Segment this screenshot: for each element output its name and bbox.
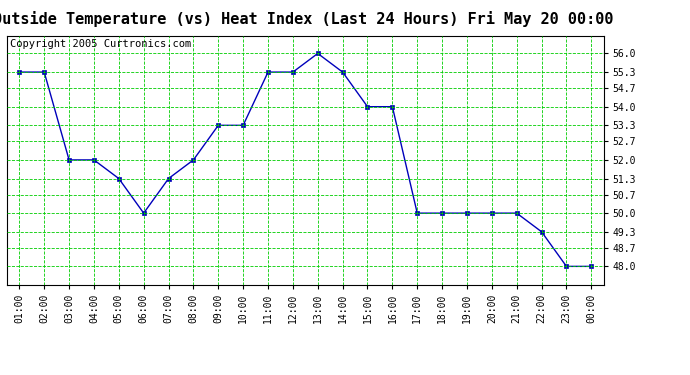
Text: Copyright 2005 Curtronics.com: Copyright 2005 Curtronics.com (10, 39, 191, 50)
Text: Outside Temperature (vs) Heat Index (Last 24 Hours) Fri May 20 00:00: Outside Temperature (vs) Heat Index (Las… (0, 11, 614, 27)
